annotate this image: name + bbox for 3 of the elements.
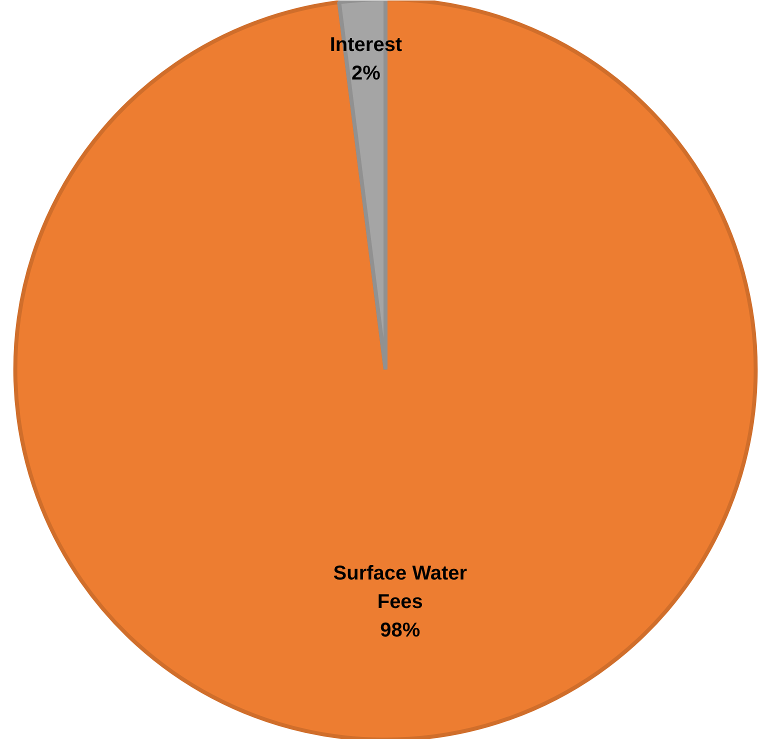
data-label: 98% [380,620,420,642]
data-label: 2% [352,62,381,85]
slice-label: Surface Water Fees [333,562,468,614]
